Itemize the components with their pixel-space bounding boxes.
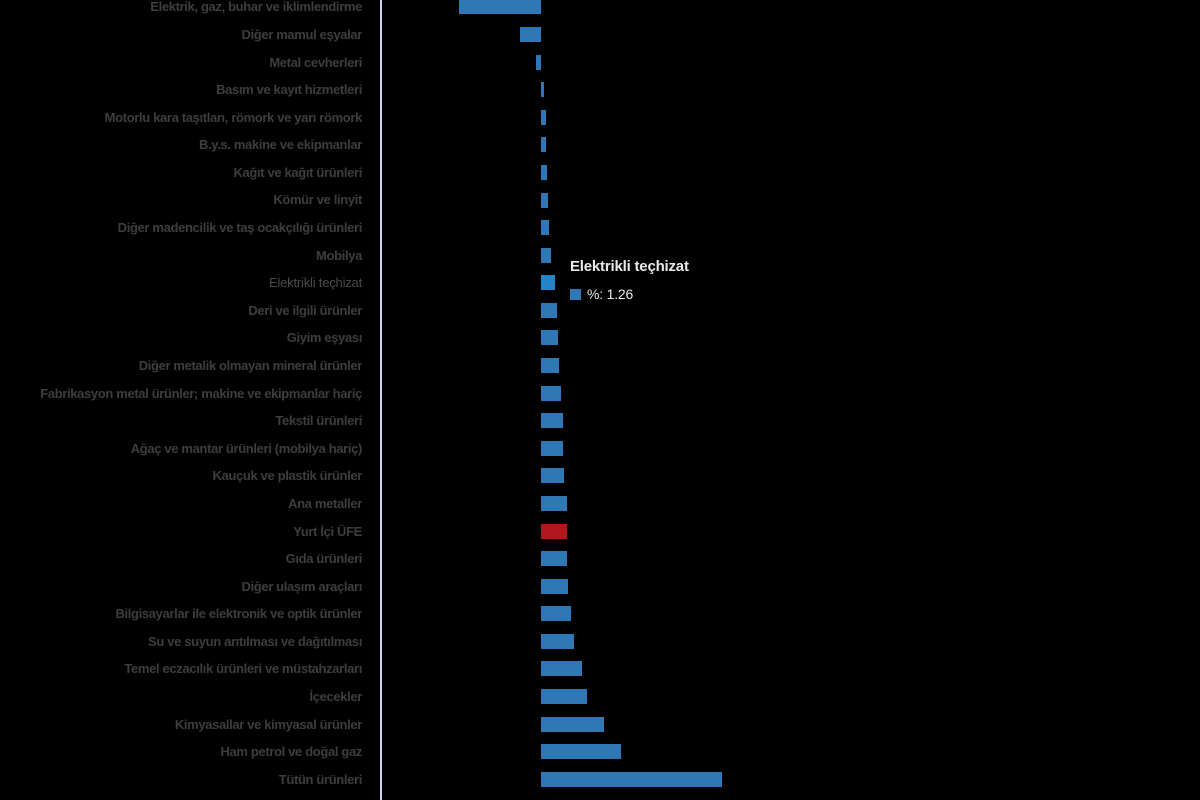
category-label: Deri ve ilgili ürünler (248, 302, 362, 318)
tooltip-value-row: %: 1.26 (570, 286, 689, 302)
bar[interactable] (541, 633, 575, 649)
category-label: Mobilya (316, 247, 362, 263)
category-label: Ham petrol ve doğal gaz (220, 744, 363, 760)
category-label: Elektrik, gaz, buhar ve iklimlendirme (150, 0, 362, 15)
bar[interactable] (541, 495, 567, 511)
category-label: Diğer metalik olmayan mineral ürünler (138, 358, 363, 373)
category-label: İçecekler (309, 689, 362, 705)
category-label: Diğer mamul eşyalar (241, 26, 362, 42)
category-label: Tütün ürünleri (278, 771, 363, 787)
bar[interactable] (541, 440, 563, 456)
bar[interactable] (541, 109, 546, 125)
bar[interactable] (541, 551, 568, 567)
category-label: Kömür ve linyit (273, 192, 362, 208)
category-label: Temel eczacılık ürünleri ve müstahzarlar… (124, 661, 362, 677)
bar[interactable] (459, 0, 541, 15)
bar[interactable] (541, 164, 547, 180)
bar[interactable] (541, 247, 552, 263)
category-label: Fabrikasyon metal ürünler; makine ve eki… (40, 385, 362, 401)
bar[interactable] (541, 82, 544, 98)
bar[interactable] (541, 302, 557, 318)
category-label: Gıda ürünleri (285, 551, 363, 567)
category-axis-line (380, 0, 382, 800)
bar[interactable] (541, 771, 723, 787)
bar[interactable] (541, 468, 565, 484)
tooltip-title: Elektrikli teçhizat (570, 258, 689, 275)
bar[interactable] (536, 54, 541, 70)
tooltip-value: %: 1.26 (587, 286, 634, 302)
category-label: Kauçuk ve plastik ürünler (212, 468, 363, 484)
series-marker-icon (570, 288, 581, 300)
category-label: Kimyasallar ve kimyasal ürünler (174, 716, 363, 732)
bar[interactable] (541, 523, 567, 539)
category-label: Ağaç ve mantar ürünleri (mobilya hariç) (130, 440, 363, 456)
category-label: Bilgisayarlar ile elektronik ve optik ür… (115, 606, 362, 622)
category-label: Su ve suyun arıtılması ve dağıtılması (148, 633, 362, 649)
bar[interactable] (541, 716, 604, 732)
bar[interactable] (541, 413, 563, 429)
bar[interactable] (520, 26, 541, 42)
bar[interactable] (541, 275, 556, 291)
bar[interactable] (541, 192, 549, 208)
bar[interactable] (541, 330, 559, 346)
bar[interactable] (541, 689, 587, 705)
category-label: Giyim eşyası (286, 330, 363, 346)
category-label: Diğer madencilik ve taş ocakçılığı ürünl… (117, 220, 363, 236)
bar[interactable] (541, 358, 560, 374)
category-label: Basım ve kayıt hizmetleri (216, 82, 362, 98)
tooltip: Elektrikli teçhizat %: 1.26 (570, 258, 689, 302)
bar[interactable] (541, 385, 561, 401)
category-label: Ana metaller (288, 495, 362, 511)
bar[interactable] (541, 137, 546, 153)
category-label: Diğer ulaşım araçları (241, 578, 362, 594)
category-label: Motorlu kara taşıtları, römork ve yarı r… (104, 109, 363, 125)
category-label: Metal cevherleri (269, 54, 362, 70)
category-label: Yurt İçi ÜFE (293, 523, 362, 539)
bar[interactable] (541, 606, 571, 622)
bar[interactable] (541, 744, 621, 760)
bar[interactable] (541, 220, 550, 236)
bar[interactable] (541, 578, 569, 594)
category-label: B.y.s. makine ve ekipmanlar (198, 137, 362, 153)
category-label: Kağıt ve kağıt ürünleri (233, 164, 363, 180)
category-label: Elektrikli teçhizat (268, 275, 362, 291)
category-label: Tekstil ürünleri (275, 413, 362, 429)
bar[interactable] (541, 661, 582, 677)
